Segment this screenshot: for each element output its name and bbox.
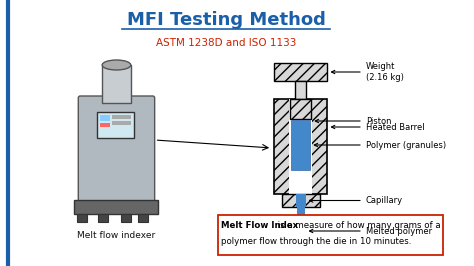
- Text: Piston: Piston: [315, 117, 391, 126]
- Bar: [274, 99, 328, 194]
- Bar: [138, 214, 148, 222]
- Bar: [112, 121, 131, 125]
- FancyBboxPatch shape: [218, 215, 443, 255]
- Bar: [77, 214, 87, 222]
- Text: MFI Testing Method: MFI Testing Method: [127, 11, 326, 29]
- Bar: [290, 99, 311, 119]
- Bar: [289, 99, 312, 194]
- Bar: [282, 194, 320, 207]
- Bar: [297, 207, 305, 225]
- FancyBboxPatch shape: [78, 96, 155, 208]
- Text: is a measure of how many grams of a: is a measure of how many grams of a: [275, 222, 440, 231]
- Bar: [102, 65, 131, 103]
- Bar: [295, 81, 307, 99]
- Bar: [100, 115, 110, 121]
- Bar: [100, 123, 110, 127]
- Text: Polymer (granules): Polymer (granules): [314, 140, 446, 149]
- Bar: [97, 112, 134, 138]
- Ellipse shape: [296, 225, 306, 238]
- Bar: [296, 194, 306, 207]
- Text: Weight
(2.16 kg): Weight (2.16 kg): [331, 62, 403, 82]
- Bar: [112, 115, 131, 119]
- Text: Melt Flow Index: Melt Flow Index: [221, 222, 299, 231]
- Ellipse shape: [102, 60, 131, 70]
- Text: Heated Barrel: Heated Barrel: [331, 123, 424, 131]
- Bar: [98, 214, 108, 222]
- Text: Capillary: Capillary: [310, 196, 403, 205]
- Text: polymer flow through the die in 10 minutes.: polymer flow through the die in 10 minut…: [221, 238, 412, 247]
- Text: Melted polymer: Melted polymer: [310, 227, 432, 235]
- Bar: [121, 214, 131, 222]
- Bar: [274, 63, 328, 81]
- Text: Melt flow indexer: Melt flow indexer: [77, 231, 155, 240]
- Bar: [291, 120, 310, 170]
- Text: ASTM 1238D and ISO 1133: ASTM 1238D and ISO 1133: [156, 38, 296, 48]
- Bar: [74, 200, 158, 214]
